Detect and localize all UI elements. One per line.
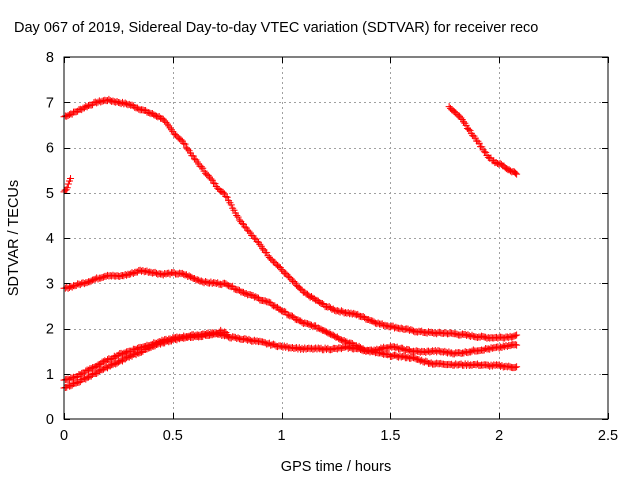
data-point-marker	[210, 179, 218, 187]
data-point-marker	[263, 249, 271, 257]
data-point-marker	[480, 148, 488, 156]
x-axis-label: GPS time / hours	[281, 459, 391, 475]
data-point-marker	[465, 125, 473, 133]
series-track-late-decline	[445, 103, 521, 178]
data-point-marker	[234, 213, 242, 221]
y-tick-label: 3	[46, 276, 54, 292]
data-point-marker	[462, 121, 470, 129]
y-tick-label: 2	[46, 322, 54, 338]
data-point-marker	[219, 188, 227, 196]
data-point-marker	[513, 170, 521, 178]
data-point-marker	[513, 363, 521, 371]
y-tick-label: 6	[46, 141, 54, 157]
data-point-marker	[214, 330, 222, 338]
y-tick-label: 5	[46, 186, 54, 202]
data-point-marker	[475, 139, 483, 147]
data-point-marker	[286, 273, 294, 281]
data-point-marker	[457, 114, 465, 122]
x-tick-label: 1.5	[380, 428, 400, 444]
data-point-marker	[233, 211, 241, 219]
y-tick-label: 1	[46, 367, 54, 383]
series-track-top-decline	[60, 95, 521, 342]
x-tick-label: 1	[278, 428, 286, 444]
series-track-low-b	[60, 326, 231, 392]
data-point-marker	[223, 193, 231, 201]
y-tick-label: 0	[46, 412, 54, 428]
y-axis-label: SDTVAR / TECUs	[6, 180, 22, 296]
data-point-marker	[163, 120, 171, 128]
data-point-marker	[250, 234, 258, 242]
x-tick-label: 0	[60, 428, 68, 444]
data-point-marker	[245, 227, 253, 235]
data-point-marker	[511, 341, 519, 349]
data-point-marker	[512, 169, 520, 177]
data-point-marker	[478, 143, 486, 151]
axis-ticks: 0 0.5 1 1.5 2 2.5 0 1 2 3 4 5 6 7 8	[46, 50, 618, 444]
data-point-marker	[511, 363, 519, 371]
data-point-marker	[207, 175, 215, 183]
data-point-marker	[64, 180, 72, 188]
data-point-marker	[223, 331, 231, 339]
data-point-marker	[180, 139, 188, 147]
data-point-marker	[162, 118, 170, 126]
data-point-marker	[227, 201, 235, 209]
x-tick-label: 0.5	[163, 428, 183, 444]
x-tick-label: 2	[495, 428, 503, 444]
data-point-marker	[259, 245, 267, 253]
data-point-marker	[222, 193, 230, 201]
data-point-marker	[211, 180, 219, 188]
data-point-marker	[67, 175, 75, 183]
y-tick-label: 4	[46, 231, 54, 247]
data-point-marker	[189, 152, 197, 160]
data-point-marker	[184, 145, 192, 153]
data-point-marker	[466, 127, 474, 135]
data-point-marker	[235, 216, 243, 224]
data-point-marker	[513, 331, 521, 339]
chart-title: Day 067 of 2019, Sidereal Day-to-day VTE…	[14, 20, 538, 36]
data-point-marker	[278, 266, 286, 274]
data-point-marker	[177, 136, 185, 144]
y-tick-label: 8	[46, 50, 54, 66]
data-point-marker	[290, 278, 298, 286]
y-tick-label: 7	[46, 95, 54, 111]
data-point-marker	[513, 341, 521, 349]
data-point-marker	[482, 148, 490, 156]
data-point-marker	[181, 140, 189, 148]
data-point-marker	[511, 332, 519, 340]
data-point-marker	[197, 163, 205, 171]
data-point-marker	[460, 118, 468, 126]
data-point-marker	[199, 164, 207, 172]
data-point-marker	[63, 184, 71, 192]
grid-lines	[64, 57, 608, 419]
x-tick-label: 2.5	[598, 428, 618, 444]
data-series	[60, 95, 521, 392]
series-track-short-start	[60, 175, 75, 196]
